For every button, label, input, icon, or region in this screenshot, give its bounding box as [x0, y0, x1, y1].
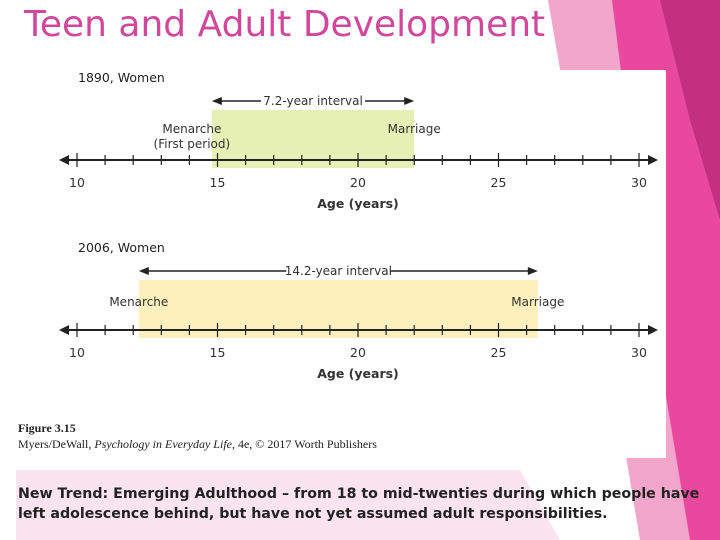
interval-label: 14.2-year interval [285, 264, 392, 278]
tick-label: 10 [69, 345, 85, 360]
tick-label: 15 [210, 175, 226, 190]
tick-label: 30 [631, 175, 647, 190]
panel-label: 1890, Women [78, 70, 165, 85]
caption-label: Figure 3.15 [18, 421, 76, 435]
interval-arrowhead-right [527, 267, 538, 275]
axis-arrowhead-left [59, 155, 69, 165]
interval-label: 7.2-year interval [263, 94, 363, 108]
pink-left-edge [0, 0, 16, 540]
caption-author: Myers/DeWall, [18, 437, 95, 451]
panel-label: 2006, Women [78, 240, 165, 255]
tick-label: 25 [491, 175, 507, 190]
figure-caption: Figure 3.15 Myers/DeWall, Psychology in … [18, 420, 377, 452]
start-label: Menarche [109, 295, 168, 309]
end-label: Marriage [388, 122, 441, 136]
tick-label: 10 [69, 175, 85, 190]
interval-arrowhead-right [404, 97, 415, 105]
interval-label-bg [286, 262, 391, 276]
pink-shape-bottom-left [0, 470, 560, 540]
tick-label: 30 [631, 345, 647, 360]
tick-label: 20 [350, 175, 366, 190]
tick-label: 15 [210, 345, 226, 360]
interval-arrowhead-left [138, 267, 149, 275]
pink-shape-right-dark [660, 0, 720, 220]
axis-arrowhead-right [648, 325, 658, 335]
start-label: Menarche [162, 122, 221, 136]
axis-label: Age (years) [317, 366, 399, 381]
caption-rest: , 4e, © 2017 Worth Publishers [231, 437, 377, 451]
caption-book: Psychology in Everyday Life [94, 437, 232, 451]
bottom-text-emerging-adulthood: New Trend: Emerging Adulthood – from 18 … [18, 486, 700, 522]
slide-title: Teen and Adult Development [24, 4, 546, 45]
figure-panel: 1890, Women 7.2-year interval Menarche (Fir… [18, 70, 666, 458]
interval-arrowhead-left [211, 97, 222, 105]
interval-band [138, 280, 538, 338]
axis-arrowhead-right [648, 155, 658, 165]
end-label: Marriage [511, 295, 564, 309]
tick-label: 25 [491, 345, 507, 360]
axis-arrowhead-left [59, 325, 69, 335]
interval-label-bg [261, 92, 366, 106]
tick-label: 20 [350, 345, 366, 360]
start-label-sub: (First period) [154, 137, 231, 151]
axis-label: Age (years) [317, 196, 399, 211]
